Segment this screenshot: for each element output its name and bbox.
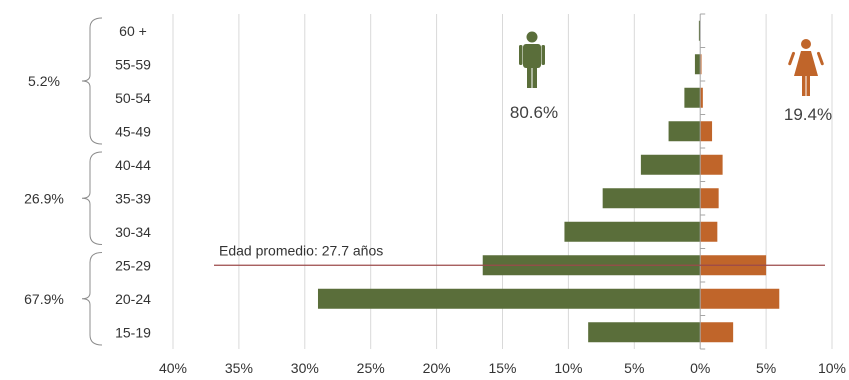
grid-lines — [172, 14, 833, 349]
category-label: 35-39 — [115, 190, 151, 206]
female-bar — [700, 87, 703, 108]
x-tick-label: 40% — [159, 360, 187, 376]
group-share-label: 5.2% — [28, 73, 60, 89]
category-label: 60 + — [119, 23, 147, 39]
x-tick-label: 30% — [291, 360, 319, 376]
group-share-label: 26.9% — [24, 190, 64, 206]
category-label: 30-34 — [115, 224, 151, 240]
female-bar — [700, 322, 734, 343]
male-bar — [698, 20, 701, 41]
group-bracket — [81, 17, 103, 145]
female-bar — [700, 154, 723, 175]
x-tick-label: 0% — [690, 360, 710, 376]
female-bar — [700, 288, 780, 309]
x-tick-label: 5% — [624, 360, 644, 376]
x-tick-label: 5% — [756, 360, 776, 376]
age-group-brackets: 5.2% 26.9% 67.9% — [24, 17, 103, 346]
female-bar — [700, 188, 719, 209]
x-axis: 40% 35% 30% 25% 20% 15% 10% 5% 0% 5% 10% — [159, 13, 846, 376]
male-bar — [668, 121, 701, 142]
y-axis-categories: 60 + 55-59 50-54 45-49 40-44 35-39 30-34 25-29 2… — [115, 23, 151, 341]
female-bar — [700, 121, 713, 142]
group-bracket — [81, 252, 103, 346]
male-bar — [317, 288, 701, 309]
female-bar — [700, 54, 702, 75]
x-tick-label: 10% — [554, 360, 582, 376]
male-bar — [588, 322, 701, 343]
category-label: 20-24 — [115, 291, 151, 307]
female-total-label: 19.4% — [784, 105, 832, 124]
bars — [317, 20, 780, 343]
category-label: 45-49 — [115, 123, 151, 139]
group-share-label: 67.9% — [24, 291, 64, 307]
female-icon — [788, 39, 824, 96]
x-tick-label: 35% — [225, 360, 253, 376]
x-tick-label: 20% — [423, 360, 451, 376]
male-bar — [602, 188, 701, 209]
x-tick-label: 15% — [488, 360, 516, 376]
male-total-label: 80.6% — [510, 103, 558, 122]
x-tick-label: 25% — [357, 360, 385, 376]
category-label: 40-44 — [115, 157, 151, 173]
category-label: 50-54 — [115, 90, 151, 106]
group-bracket — [81, 151, 103, 245]
male-bar — [640, 154, 701, 175]
male-bar — [564, 221, 701, 242]
male-bar — [694, 54, 701, 75]
category-label: 25-29 — [115, 257, 151, 273]
female-bar — [700, 221, 718, 242]
average-age-annotation: Edad promedio: 27.7 años — [214, 242, 825, 266]
x-tick-label: 10% — [818, 360, 846, 376]
category-label: 15-19 — [115, 324, 151, 340]
average-age-label: Edad promedio: 27.7 años — [219, 242, 383, 258]
male-bar — [684, 87, 701, 108]
category-label: 55-59 — [115, 56, 151, 72]
male-icon — [519, 31, 545, 88]
